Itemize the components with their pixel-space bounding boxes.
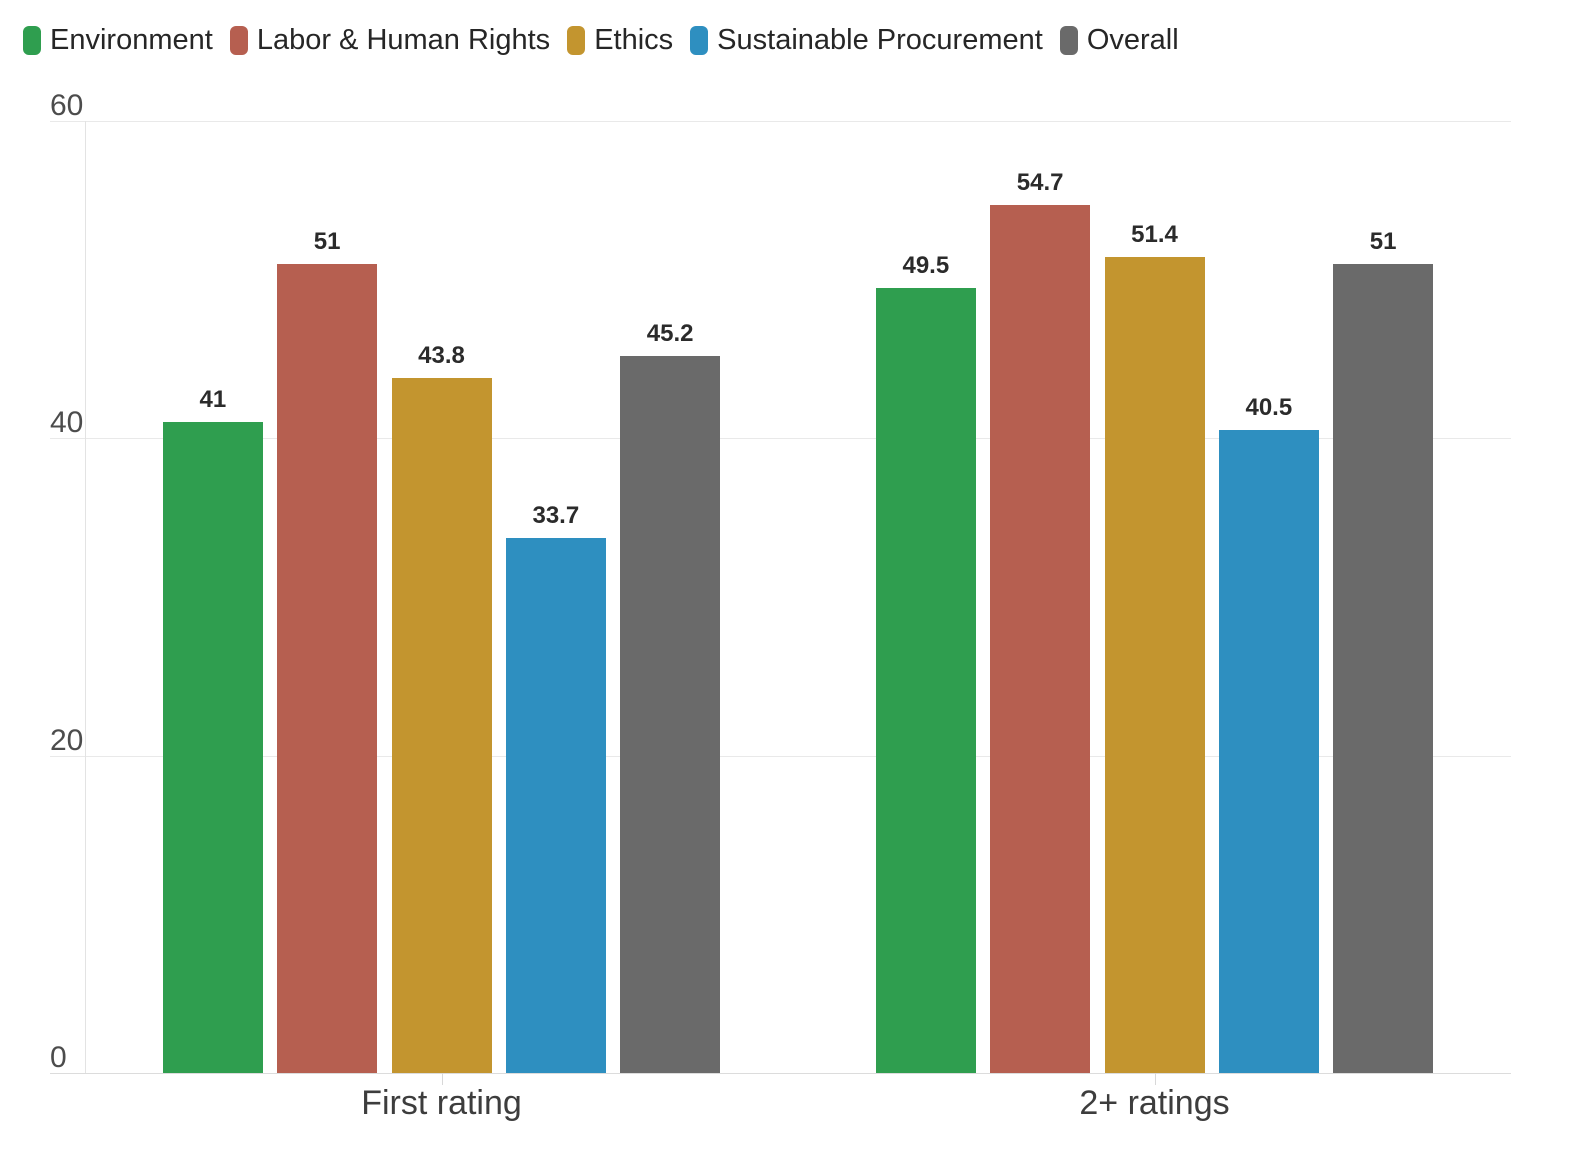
bar-first-rating-overall[interactable] xyxy=(620,355,721,1073)
value-label-2-ratings-overall: 51 xyxy=(1369,227,1397,255)
legend-swatch-overall-icon xyxy=(1059,25,1078,55)
y-tick-label-0: 0 xyxy=(50,1041,67,1074)
gridline-60 xyxy=(50,121,1511,122)
value-label-first-rating-environment: 41 xyxy=(199,386,227,414)
x-axis-baseline xyxy=(50,1073,1511,1074)
bar-2-ratings-ethics[interactable] xyxy=(1104,257,1205,1073)
legend-label: Overall xyxy=(1086,24,1179,56)
y-tick-label-40: 40 xyxy=(50,406,84,440)
x-category-label-first-rating: First rating xyxy=(361,1084,522,1122)
bar-first-rating-environment[interactable] xyxy=(162,422,263,1073)
legend-label: Sustainable Procurement xyxy=(717,24,1043,56)
value-label-first-rating-labor-human-rights: 51 xyxy=(313,227,341,255)
legend-swatch-labor-human-rights-icon xyxy=(229,25,248,55)
bar-2-ratings-environment[interactable] xyxy=(875,287,976,1073)
legend-item-ethics: Ethics xyxy=(567,24,673,56)
chart-legend: Environment Labor & Human Rights Ethics Sus… xyxy=(23,24,1179,56)
bar-first-rating-sustainable-procurement[interactable] xyxy=(505,538,606,1073)
gridline-40 xyxy=(50,438,1511,440)
legend-item-labor-human-rights: Labor & Human Rights xyxy=(229,24,551,56)
x-axis-tick-first-rating xyxy=(441,1073,443,1085)
y-axis-line xyxy=(85,121,86,1073)
bar-2-ratings-labor-human-rights[interactable] xyxy=(990,205,1091,1073)
value-label-2-ratings-sustainable-procurement: 40.5 xyxy=(1245,394,1293,422)
legend-label: Labor & Human Rights xyxy=(256,24,551,56)
x-category-label-2-ratings: 2+ ratings xyxy=(1079,1084,1230,1122)
gridline-20 xyxy=(50,755,1511,757)
value-label-2-ratings-environment: 49.5 xyxy=(902,251,950,279)
bar-first-rating-ethics[interactable] xyxy=(391,378,492,1073)
value-label-2-ratings-labor-human-rights: 54.7 xyxy=(1016,169,1064,197)
x-axis-tick-2-ratings xyxy=(1154,1073,1156,1085)
legend-item-overall: Overall xyxy=(1059,24,1179,56)
y-tick-label-60: 60 xyxy=(50,89,84,122)
bar-2-ratings-sustainable-procurement[interactable] xyxy=(1218,430,1319,1073)
value-label-first-rating-sustainable-procurement: 33.7 xyxy=(532,502,580,530)
legend-swatch-ethics-icon xyxy=(567,25,586,55)
legend-label: Ethics xyxy=(594,24,674,56)
value-label-2-ratings-ethics: 51.4 xyxy=(1131,221,1178,249)
bar-first-rating-labor-human-rights[interactable] xyxy=(277,263,378,1073)
value-label-first-rating-ethics: 43.8 xyxy=(418,342,465,370)
y-tick-label-20: 20 xyxy=(50,723,84,757)
legend-swatch-sustainable-procurement-icon xyxy=(690,25,709,55)
legend-item-sustainable-procurement: Sustainable Procurement xyxy=(690,24,1043,56)
bar-2-ratings-overall[interactable] xyxy=(1333,263,1434,1073)
legend-label: Environment xyxy=(50,24,213,56)
legend-item-environment: Environment xyxy=(23,24,213,56)
value-label-first-rating-overall: 45.2 xyxy=(646,319,694,347)
legend-swatch-environment-icon xyxy=(23,25,41,55)
